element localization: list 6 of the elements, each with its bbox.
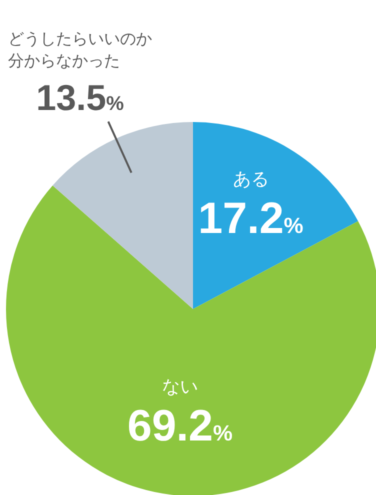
slice-label: ない xyxy=(162,376,198,398)
data-label: 17.2% xyxy=(198,194,304,243)
slice-label: どうしたらいいのか分からなかった xyxy=(8,29,152,70)
data-label: 69.2% xyxy=(127,401,233,450)
data-label: 13.5% xyxy=(36,77,124,118)
slice-label: ある xyxy=(232,168,269,190)
